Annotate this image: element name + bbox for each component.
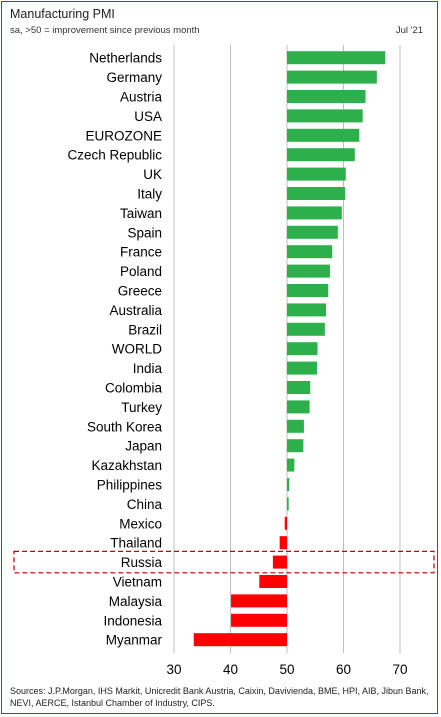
bar-malaysia [231,594,287,608]
bar-india [287,361,317,375]
sources-note: Sources: J.P.Morgan, IHS Markit, Unicred… [10,686,429,708]
bar-japan [287,439,304,453]
bar-usa [287,109,363,123]
bar-south-korea [287,419,304,433]
x-tick-label: 50 [279,662,294,677]
category-label: Brazil [128,322,162,337]
bar-france [287,245,333,259]
category-label: Taiwan [120,206,162,221]
bar-mexico [284,516,287,530]
category-label: Malaysia [109,594,163,609]
category-label: Japan [125,439,162,454]
bar-poland [287,264,330,278]
bar-germany [287,70,377,84]
category-label: France [120,245,162,260]
bar-eurozone [287,128,360,142]
category-label: Russia [121,555,163,570]
bar-kazakhstan [287,458,295,472]
category-label: Poland [120,264,162,279]
bar-uk [287,167,346,181]
bar-turkey [287,400,310,414]
bar-taiwan [287,206,342,220]
bar-netherlands [287,51,386,65]
category-label: Colombia [105,381,163,396]
category-label: Indonesia [103,613,162,628]
category-label: Greece [118,284,162,299]
category-label: Turkey [121,400,162,415]
category-label: South Korea [87,419,163,434]
chart-subtitle: sa, >50 = improvement since previous mon… [10,25,200,36]
bar-indonesia [231,613,287,627]
category-label: USA [134,109,162,124]
category-label: Australia [109,303,162,318]
bar-czech-republic [287,148,355,162]
category-label: Myanmar [106,633,163,648]
highlight-box [13,550,435,574]
bar-spain [287,225,338,239]
category-label: India [133,361,163,376]
bar-australia [287,303,326,317]
bar-world [287,342,318,356]
x-tick-label: 70 [392,662,407,677]
category-label: UK [143,167,162,182]
bar-austria [287,90,366,103]
category-label: Kazakhstan [91,458,162,473]
category-label: China [127,497,163,512]
bar-greece [287,284,329,297]
bar-brazil [287,322,325,336]
x-tick-label: 60 [336,662,351,677]
category-label: Germany [106,70,162,85]
bar-russia [272,555,287,569]
category-label: WORLD [112,342,163,357]
bar-colombia [287,381,311,394]
category-label: Czech Republic [67,148,162,163]
bar-myanmar [193,633,287,647]
chart-title: Manufacturing PMI [10,7,115,21]
bar-italy [287,187,346,200]
category-label: Vietnam [113,575,162,590]
category-label: Thailand [110,536,162,551]
category-label: Spain [127,225,162,240]
bar-thailand [279,536,287,550]
chart-date: Jul '21 [395,25,423,36]
bar-philippines [287,478,290,491]
category-label: Austria [120,90,163,105]
category-label: EUROZONE [85,128,162,143]
category-label: Mexico [119,516,162,531]
bar-vietnam [259,575,287,588]
x-tick-label: 40 [223,662,238,677]
category-label: Italy [137,187,162,202]
bar-china [287,497,289,511]
category-label: Netherlands [89,51,162,66]
x-tick-label: 30 [166,662,181,677]
category-label: Philippines [97,478,163,493]
